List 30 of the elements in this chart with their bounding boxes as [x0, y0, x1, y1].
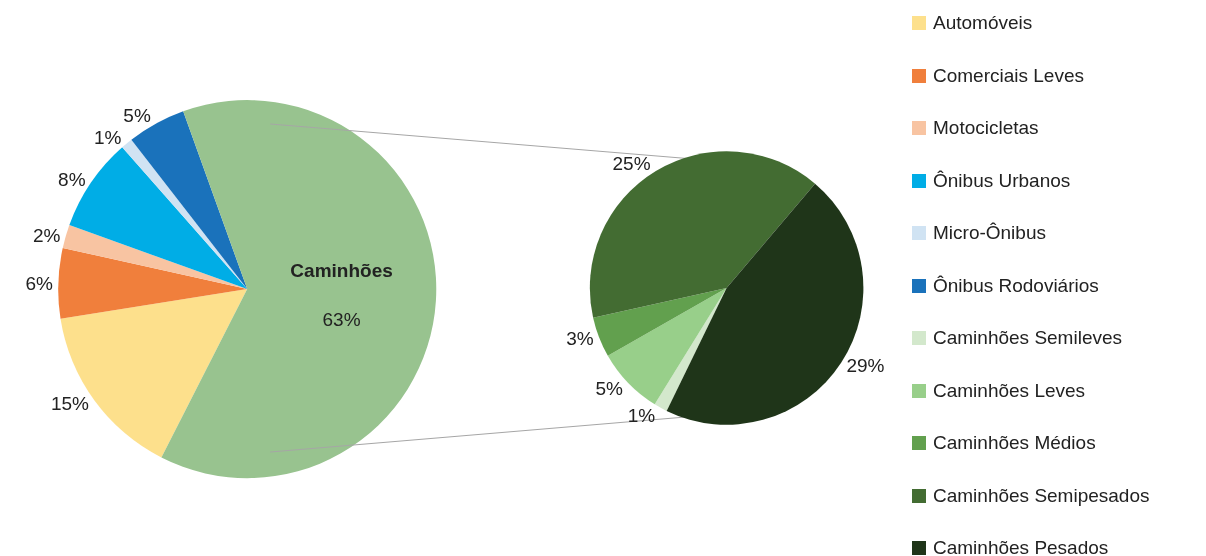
pie-slice	[593, 288, 727, 356]
legend-label: Comerciais Leves	[933, 64, 1084, 87]
pie-slice	[58, 247, 248, 319]
data-label: 29%	[846, 355, 885, 377]
data-label: 6%	[25, 272, 54, 294]
data-label: 63%	[322, 309, 361, 331]
data-label: 25%	[612, 152, 651, 174]
legend-label: Ônibus Urbanos	[933, 169, 1071, 192]
data-label: 3%	[566, 328, 594, 350]
legend-label: Automóveis	[933, 12, 1033, 34]
pie-slice	[161, 100, 437, 479]
data-label: 8%	[58, 169, 86, 191]
legend-label: Ônibus Rodoviários	[933, 274, 1099, 297]
legend-label: Caminhões Leves	[933, 379, 1086, 402]
pie-slice	[62, 225, 248, 290]
legend-label: Caminhões Semileves	[933, 327, 1123, 349]
slice-label: Caminhões	[290, 259, 393, 281]
data-label: 1%	[627, 405, 656, 427]
data-label: 2%	[32, 225, 61, 247]
legend-label: Caminhões Semipesados	[933, 484, 1150, 507]
pie-slice	[654, 288, 727, 411]
data-label: 5%	[123, 104, 151, 126]
legend-label: Motocicletas	[933, 117, 1039, 139]
legend-label: Caminhões Pesados	[933, 537, 1109, 556]
data-label: 1%	[93, 126, 122, 148]
legend-label: Caminhões Médios	[933, 432, 1096, 454]
pie-slice	[589, 151, 816, 318]
data-label: 15%	[50, 393, 90, 415]
data-label: 5%	[595, 377, 623, 399]
legend-label: Micro-Ônibus	[933, 222, 1046, 244]
